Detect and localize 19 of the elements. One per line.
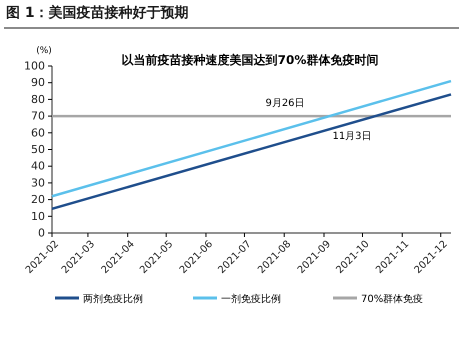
y-tick-label: 50 [31,143,45,156]
y-axis-title: (%) [36,46,52,56]
legend-label: 一剂免疫比例 [221,293,281,305]
annotation: 9月26日 [265,98,305,109]
y-tick-label: 80 [31,92,45,106]
chart-subtitle: 以当前疫苗接种速度美国达到70%群体免疫时间 [122,53,378,67]
legend-label: 70%群体免疫 [361,293,424,305]
y-tick-label: 40 [31,160,45,173]
y-tick-label: 100 [24,60,45,73]
y-tick-label: 90 [31,76,45,90]
annotation: 11月3日 [332,131,372,142]
y-tick-label: 30 [31,176,45,190]
y-tick-label: 10 [31,210,45,223]
y-tick-label: 20 [31,193,45,206]
y-tick-label: 70 [31,110,45,123]
chart-title: 图 1：美国疫苗接种好于预期 [6,4,189,21]
legend-label: 两剂免疫比例 [83,293,143,305]
y-tick-label: 60 [31,126,45,140]
y-tick-label: 0 [38,226,45,240]
